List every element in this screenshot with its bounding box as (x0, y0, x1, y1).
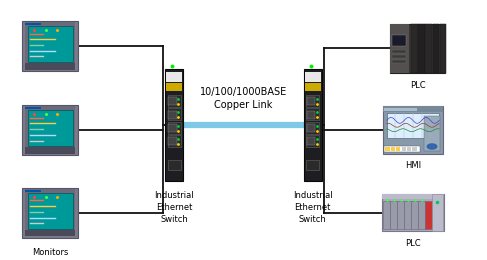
Bar (28, 26, 73, 62)
Bar (426, 201, 432, 229)
Bar (169, 124, 177, 132)
Bar (412, 201, 418, 229)
Bar (28, 193, 73, 229)
Text: Industrial
Ethernet
Switch: Industrial Ethernet Switch (154, 191, 194, 224)
Bar (25, 63, 75, 70)
Bar (25, 23, 41, 25)
FancyBboxPatch shape (22, 21, 78, 71)
Bar (431, 194, 443, 231)
Text: PLC: PLC (410, 81, 426, 90)
Bar (387, 113, 439, 138)
Bar (25, 22, 75, 70)
Bar (412, 147, 416, 151)
Bar (391, 147, 395, 151)
Bar (169, 138, 177, 146)
Bar (25, 147, 75, 154)
Bar (383, 106, 443, 112)
Bar (168, 160, 181, 170)
Bar (307, 138, 315, 146)
Bar (168, 135, 181, 147)
Bar (440, 24, 446, 73)
Bar (397, 201, 404, 229)
Bar (169, 110, 177, 119)
Bar (307, 124, 315, 132)
Bar (390, 24, 445, 73)
Bar (168, 108, 181, 120)
Bar (418, 201, 425, 229)
Text: HMI: HMI (405, 161, 421, 170)
Bar (304, 72, 321, 82)
Bar (169, 97, 177, 105)
Bar (306, 135, 319, 147)
FancyBboxPatch shape (22, 105, 78, 155)
Bar (432, 24, 439, 73)
Bar (306, 108, 319, 120)
Bar (166, 83, 183, 91)
Bar (384, 146, 420, 152)
Bar (402, 147, 406, 151)
Bar (425, 24, 432, 73)
Bar (25, 106, 75, 154)
Bar (304, 83, 321, 91)
Bar (168, 121, 181, 134)
Circle shape (427, 144, 437, 149)
Bar (393, 60, 406, 63)
Bar (25, 107, 41, 109)
Bar (407, 147, 411, 151)
Text: Industrial
Ethernet
Switch: Industrial Ethernet Switch (293, 191, 333, 224)
Bar (306, 160, 319, 170)
Bar (390, 201, 397, 229)
Bar (306, 121, 319, 134)
Bar (28, 110, 73, 146)
Bar (382, 194, 444, 231)
Bar (383, 201, 390, 229)
Text: 10/100/1000BASE
Copper Link: 10/100/1000BASE Copper Link (200, 87, 287, 110)
Bar (303, 69, 322, 181)
Bar (165, 69, 184, 181)
Bar (411, 24, 418, 73)
Text: Monitors: Monitors (32, 248, 68, 257)
Bar (396, 147, 400, 151)
Bar (382, 194, 444, 199)
Bar (384, 108, 417, 111)
FancyBboxPatch shape (22, 188, 78, 238)
Bar (25, 190, 41, 192)
Bar (383, 106, 443, 154)
Bar (424, 116, 440, 151)
Bar (25, 189, 75, 237)
Bar (166, 72, 183, 82)
Bar (404, 201, 411, 229)
Bar (306, 95, 319, 107)
Bar (307, 110, 315, 119)
Bar (25, 230, 75, 237)
Bar (168, 95, 181, 107)
Bar (393, 55, 406, 58)
Text: PLC: PLC (405, 239, 421, 248)
Bar (393, 50, 406, 54)
Bar (418, 24, 425, 73)
Bar (393, 35, 406, 46)
Bar (386, 147, 390, 151)
Bar (307, 97, 315, 105)
Bar (390, 24, 410, 73)
